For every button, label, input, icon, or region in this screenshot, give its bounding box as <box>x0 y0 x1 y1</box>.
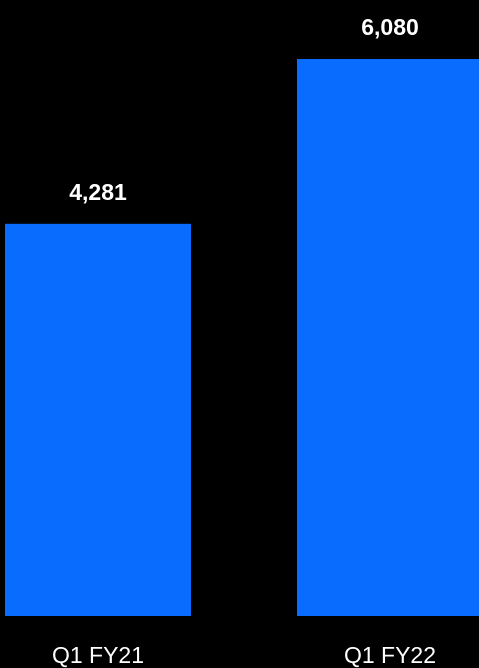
data-label-1: 6,080 <box>361 14 419 40</box>
category-label-1: Q1 FY22 <box>344 642 436 668</box>
category-labels-layer: Q1 FY21 Q1 FY22 <box>52 642 436 668</box>
data-label-0: 4,281 <box>69 179 127 205</box>
category-label-0: Q1 FY21 <box>52 642 144 668</box>
bar-1 <box>297 59 479 616</box>
value-labels-layer: 4,281 6,080 <box>69 14 419 205</box>
bar-0 <box>5 223 191 617</box>
bars-layer <box>5 59 479 617</box>
